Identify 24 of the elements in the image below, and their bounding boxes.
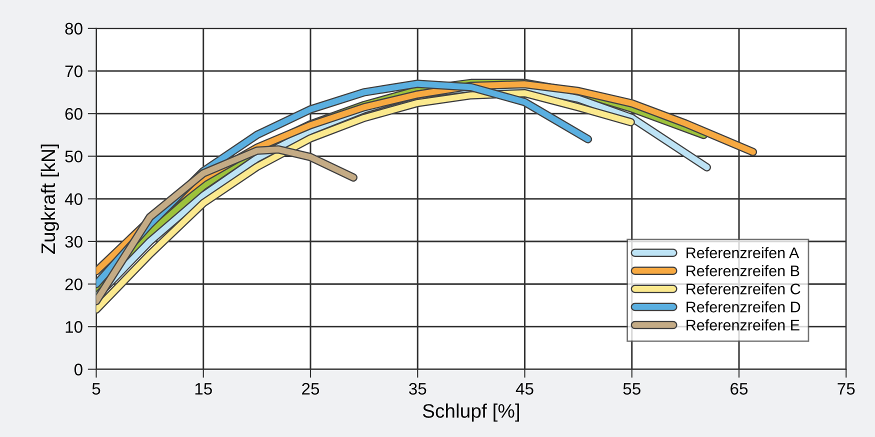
x-tick-label: 75 bbox=[838, 383, 855, 395]
y-tick-label: 30 bbox=[65, 236, 82, 248]
x-tick-label: 25 bbox=[302, 382, 320, 395]
y-tick-label: 20 bbox=[65, 278, 82, 290]
y-axis-title: Zugkraft [kN] bbox=[40, 144, 59, 254]
y-tick-label: 40 bbox=[64, 193, 82, 206]
legend-label: Referenzreifen A bbox=[686, 247, 800, 258]
x-tick-label: 5 bbox=[92, 383, 100, 395]
y-tick-label: 60 bbox=[65, 108, 82, 120]
x-axis-title: Schlupf [%] bbox=[422, 404, 519, 422]
x-tick-label: 55 bbox=[623, 383, 640, 395]
y-tick-label: 50 bbox=[65, 150, 82, 162]
legend-label: Referenzreifen B bbox=[686, 265, 800, 276]
x-tick-label: 65 bbox=[730, 382, 748, 395]
x-tick-label: 35 bbox=[408, 382, 426, 395]
x-tick-label: 45 bbox=[516, 383, 534, 395]
legend-label: Referenzreifen C bbox=[686, 283, 800, 294]
y-tick-label: 80 bbox=[65, 22, 82, 35]
y-tick-label: 10 bbox=[66, 321, 82, 333]
y-tick-label: 70 bbox=[65, 65, 82, 78]
legend-label: Referenzreifen D bbox=[686, 301, 800, 312]
x-tick-label: 15 bbox=[195, 383, 212, 395]
y-tick-label: 0 bbox=[74, 364, 82, 376]
legend-label: Referenzreifen E bbox=[686, 319, 800, 331]
